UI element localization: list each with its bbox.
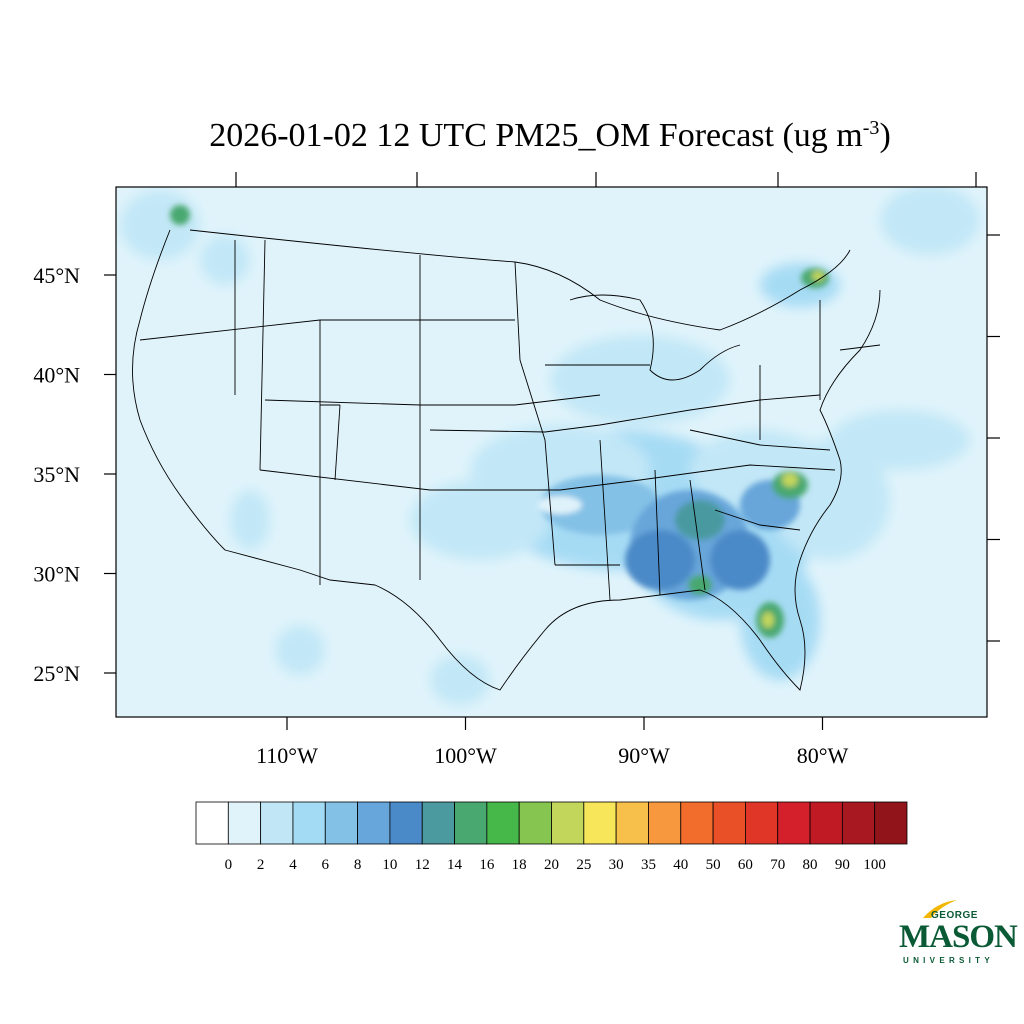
colorbar-label: 100 [863, 857, 886, 873]
colorbar-label: 0 [225, 857, 233, 873]
title-close: ) [879, 117, 890, 154]
colorbar-label: 70 [770, 857, 785, 873]
colorbar-swatch [648, 801, 682, 845]
colorbar-swatch [389, 801, 423, 845]
lon-tick-label: 80°W [797, 743, 849, 768]
lon-tick-label: 100°W [434, 743, 497, 768]
colorbar-label: 80 [803, 857, 818, 873]
lat-tick-label: 40°N [33, 363, 80, 388]
colorbar-swatch [357, 801, 391, 845]
logo-name-text: MASON [899, 919, 1018, 955]
colorbar-swatch [486, 801, 520, 845]
colorbar-label: 60 [738, 857, 753, 873]
colorbar-swatch [841, 801, 876, 845]
colorbar-label: 4 [289, 857, 297, 873]
colorbar-label: 14 [447, 857, 463, 873]
colorbar-swatch [260, 801, 294, 845]
colorbar-swatch [745, 801, 779, 845]
lon-tick-label: 90°W [618, 743, 670, 768]
lon-tick-label: 110°W [256, 743, 318, 768]
colorbar-label: 35 [641, 857, 656, 873]
lat-tick-label: 45°N [33, 263, 80, 288]
colorbar-swatch [615, 801, 649, 845]
colorbar-label: 10 [382, 857, 397, 873]
colorbar-label: 18 [512, 857, 527, 873]
colorbar-label: 90 [835, 857, 850, 873]
colorbar-swatch [680, 801, 714, 845]
logo-bottom-text: UNIVERSITY [903, 956, 995, 965]
colorbar-swatch [324, 801, 358, 845]
colorbar-swatch [421, 801, 455, 845]
colorbar-swatch [292, 801, 326, 845]
logo-swoosh-icon [923, 900, 957, 918]
colorbar-label: 30 [609, 857, 624, 873]
colorbar-swatch [454, 801, 488, 845]
lat-tick-label: 30°N [33, 562, 80, 587]
colorbar-swatch [518, 801, 552, 845]
colorbar-label: 25 [576, 857, 591, 873]
lat-tick-label: 25°N [33, 661, 80, 686]
colorbar-label: 40 [673, 857, 688, 873]
colorbar-swatch [583, 801, 617, 845]
colorbar-swatch [195, 801, 229, 845]
george-mason-logo: GEORGE MASON UNIVERSITY [895, 896, 1018, 968]
colorbar-label: 8 [354, 857, 362, 873]
lat-tick-label: 35°N [33, 462, 80, 487]
boundary-lines [132, 229, 881, 691]
colorbar-label: 50 [706, 857, 721, 873]
logo-top-text: GEORGE [931, 910, 978, 921]
colorbar-swatch [809, 801, 843, 845]
colorbar-swatch [227, 801, 262, 845]
figure-title: 2026-01-02 12 UTC PM25_OM Forecast (ug m… [209, 117, 891, 154]
colorbar-swatch [712, 801, 746, 845]
title-main: 2026-01-02 12 UTC PM25_OM Forecast (ug m [209, 117, 863, 154]
axis-ticks: 45°N 40°N 35°N 30°N 25°N 110°W 100°W 90°W 80°W [33, 172, 1000, 768]
title-superscript: -3 [863, 117, 880, 139]
colorbar-label: 6 [322, 857, 330, 873]
colorbar-swatch [777, 801, 811, 845]
colorbar-label: 16 [479, 857, 495, 873]
colorbar-swatch [551, 801, 585, 845]
colorbar-swatch [874, 801, 908, 845]
map-frame [115, 186, 988, 718]
colorbar-label: 20 [544, 857, 559, 873]
colorbar-label: 2 [257, 857, 265, 873]
colorbar-label: 12 [415, 857, 430, 873]
colorbar: 0 2 4 6 8 10 12 14 16 18 20 25 30 35 40 50 60 70 80 90 100 [195, 801, 908, 873]
